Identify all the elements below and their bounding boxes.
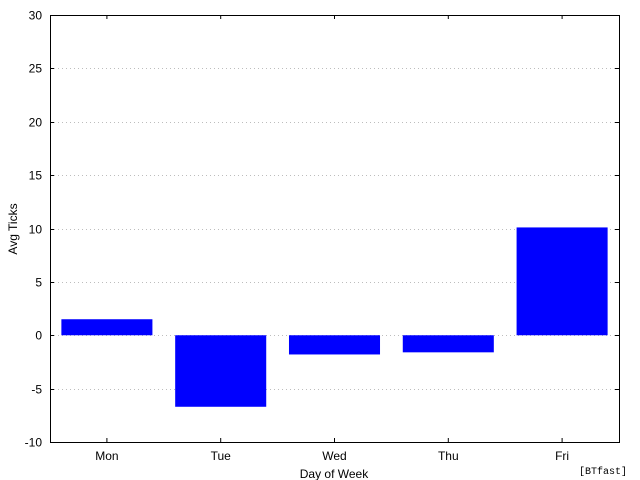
y-axis-label: Avg Ticks <box>6 203 20 254</box>
x-tick-label: Tue <box>211 449 232 463</box>
y-axis: -10 -5 0 5 10 15 20 25 30 <box>25 9 619 450</box>
x-tick-label: Wed <box>322 449 346 463</box>
bar-mon <box>61 319 153 336</box>
bar-fri <box>516 227 608 336</box>
y-tick-label: 20 <box>29 116 43 130</box>
y-tick-label: -10 <box>25 436 43 450</box>
bars <box>61 227 608 407</box>
y-tick-label: -5 <box>31 383 42 397</box>
y-tick-label: 10 <box>29 223 43 237</box>
watermark-text: [BTfast] <box>579 466 627 478</box>
x-axis-label: Day of Week <box>300 467 369 480</box>
y-tick-label: 15 <box>29 169 43 183</box>
bar-wed <box>288 335 381 355</box>
x-tick-label: Thu <box>438 449 459 463</box>
y-tick-label: 5 <box>35 276 42 290</box>
bar-tue <box>175 335 267 407</box>
y-tick-label: 0 <box>35 329 42 343</box>
bar-thu <box>402 335 494 353</box>
x-tick-label: Fri <box>555 449 569 463</box>
x-tick-label: Mon <box>95 449 118 463</box>
x-axis: Mon Tue Wed Thu Fri <box>95 15 569 463</box>
y-tick-label: 30 <box>29 9 43 23</box>
y-tick-label: 25 <box>29 62 43 76</box>
